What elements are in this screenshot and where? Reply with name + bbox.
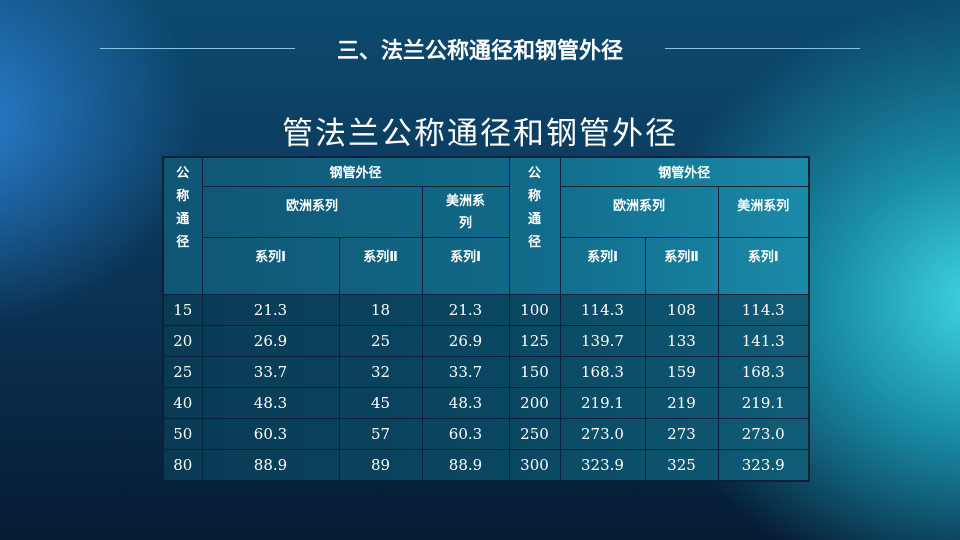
table-cell: 114.3 (717, 293, 810, 326)
table-cell: 26.9 (421, 324, 510, 357)
table-cell: 88.9 (421, 448, 510, 481)
table-cell: 273.0 (559, 417, 646, 450)
table-cell: 21.3 (201, 293, 340, 326)
table-cell: 108 (644, 293, 719, 326)
header-america-right: 美洲系列 (717, 185, 810, 238)
table-cell: 125 (508, 324, 561, 357)
table-cell: 32 (338, 355, 423, 388)
header-series1: 系列Ⅰ (559, 236, 646, 295)
header-steel-od-left: 钢管外径 (201, 156, 510, 187)
heading-line-right (665, 48, 860, 49)
table-cell: 159 (644, 355, 719, 388)
table-cell: 57 (338, 417, 423, 450)
table-cell: 21.3 (421, 293, 510, 326)
table-cell: 89 (338, 448, 423, 481)
table-cell: 323.9 (559, 448, 646, 481)
table-cell: 250 (508, 417, 561, 450)
table-row: 15 21.3 18 21.3 100 114.3 108 114.3 (162, 293, 810, 326)
table-cell: 219 (644, 386, 719, 419)
table-cell: 100 (508, 293, 561, 326)
slide-heading: 三、法兰公称通径和钢管外径 (336, 39, 623, 64)
table-row: 50 60.3 57 60.3 250 273.0 273 273.0 (162, 417, 810, 450)
header-series2: 系列Ⅱ (644, 236, 719, 295)
header-series1: 系列Ⅰ (717, 236, 810, 295)
table-cell: 33.7 (421, 355, 510, 388)
header-series2: 系列Ⅱ (338, 236, 423, 295)
table-cell: 200 (508, 386, 561, 419)
header-steel-od-right: 钢管外径 (559, 156, 810, 187)
table-cell: 25 (162, 355, 203, 388)
table-cell: 60.3 (201, 417, 340, 450)
table-row: 20 26.9 25 26.9 125 139.7 133 141.3 (162, 324, 810, 357)
table-cell: 48.3 (421, 386, 510, 419)
table-cell: 50 (162, 417, 203, 450)
table-cell: 300 (508, 448, 561, 481)
table-cell: 168.3 (559, 355, 646, 388)
header-series1: 系列Ⅰ (201, 236, 340, 295)
table-cell: 20 (162, 324, 203, 357)
heading-line-left (100, 48, 295, 49)
table-cell: 323.9 (717, 448, 810, 481)
table-title: 管法兰公称通径和钢管外径 (282, 116, 678, 152)
table-cell: 273 (644, 417, 719, 450)
table-cell: 168.3 (717, 355, 810, 388)
table-cell: 25 (338, 324, 423, 357)
table-cell: 139.7 (559, 324, 646, 357)
header-america-left: 美洲系 列 (421, 185, 510, 238)
table-cell: 219.1 (717, 386, 810, 419)
table-cell: 60.3 (421, 417, 510, 450)
table-cell: 26.9 (201, 324, 340, 357)
table-row: 40 48.3 45 48.3 200 219.1 219 219.1 (162, 386, 810, 419)
table-cell: 150 (508, 355, 561, 388)
table-cell: 219.1 (559, 386, 646, 419)
table-cell: 45 (338, 386, 423, 419)
table-cell: 33.7 (201, 355, 340, 388)
header-nominal-right: 公 称 通 径 (508, 156, 561, 295)
flange-table: 公 称 通 径 钢管外径 公 称 通 径 钢管外径 欧洲系列 美洲系 列 欧洲系… (162, 156, 810, 482)
table-cell: 133 (644, 324, 719, 357)
table-cell: 15 (162, 293, 203, 326)
header-nominal-left: 公 称 通 径 (162, 156, 203, 295)
header-series1: 系列Ⅰ (421, 236, 510, 295)
table-row: 80 88.9 89 88.9 300 323.9 325 323.9 (162, 448, 810, 481)
table-row: 25 33.7 32 33.7 150 168.3 159 168.3 (162, 355, 810, 388)
table-cell: 48.3 (201, 386, 340, 419)
table-cell: 80 (162, 448, 203, 481)
header-europe-right: 欧洲系列 (559, 185, 719, 238)
table-cell: 325 (644, 448, 719, 481)
table-cell: 40 (162, 386, 203, 419)
table-cell: 114.3 (559, 293, 646, 326)
table-cell: 141.3 (717, 324, 810, 357)
table-cell: 88.9 (201, 448, 340, 481)
table-cell: 273.0 (717, 417, 810, 450)
header-europe-left: 欧洲系列 (201, 185, 423, 238)
table-cell: 18 (338, 293, 423, 326)
